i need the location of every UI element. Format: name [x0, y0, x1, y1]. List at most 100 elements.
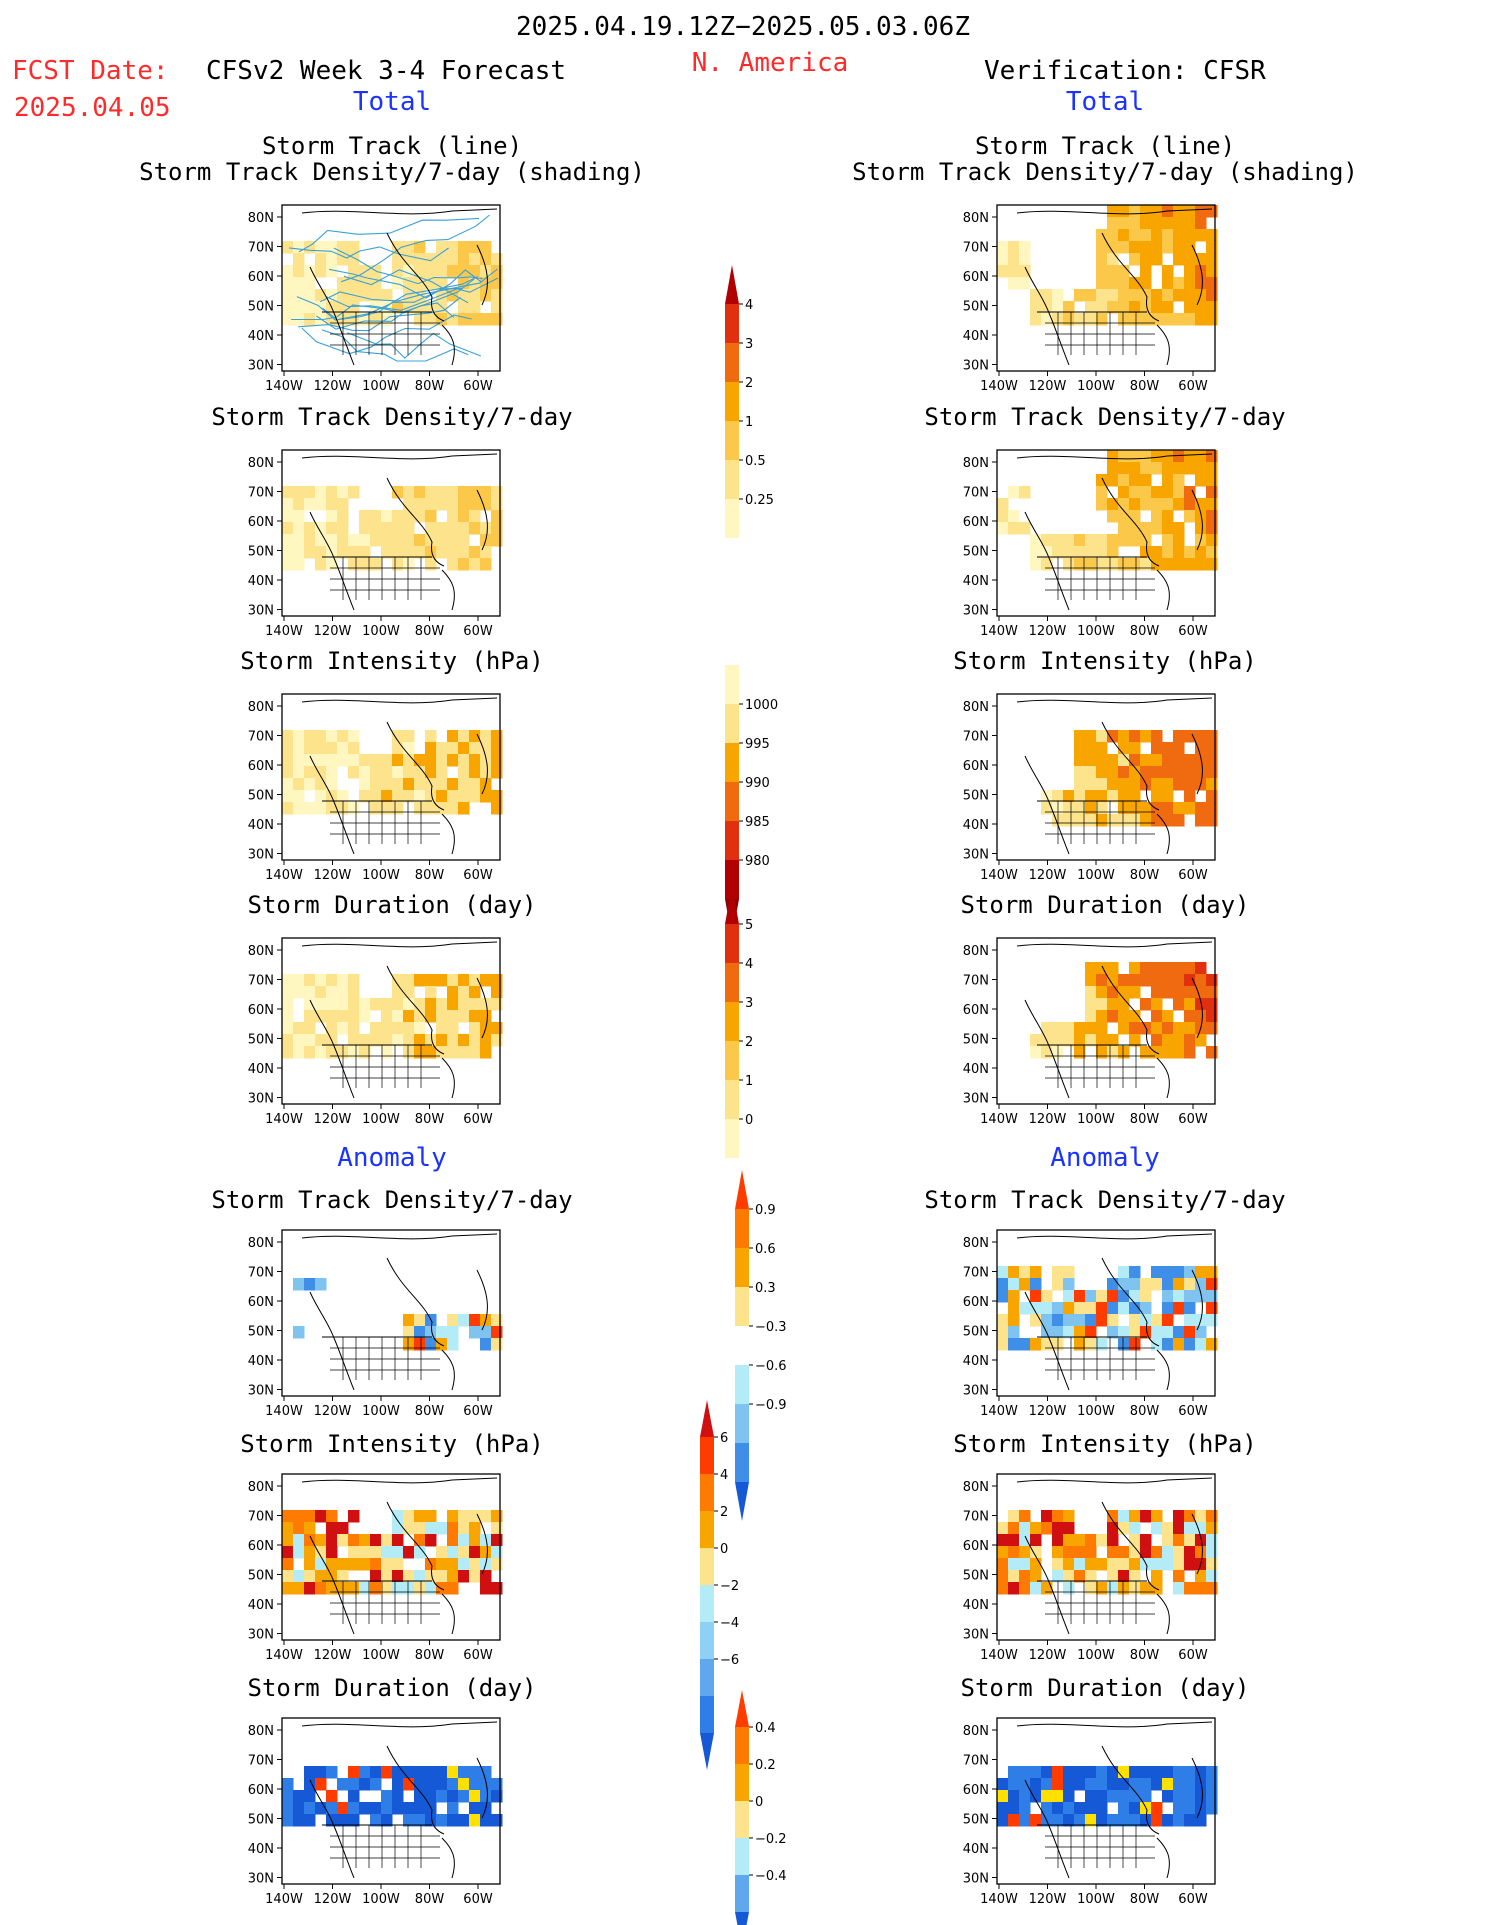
shading-cell [1030, 546, 1042, 559]
shading-cell [326, 1766, 338, 1779]
shading-cell [491, 1314, 503, 1327]
shading-cell [304, 1778, 316, 1791]
shading-cell [370, 1582, 382, 1595]
shading-cell [414, 265, 426, 278]
shading-cell [337, 1802, 349, 1815]
shading-cell [392, 1522, 404, 1535]
shading-cell [1206, 1278, 1218, 1291]
shading-cell [337, 1022, 349, 1035]
shading-cell [436, 1558, 448, 1571]
storm-track-line [322, 287, 462, 321]
shading-cell [348, 754, 360, 767]
shading-cell [1195, 974, 1207, 987]
shading-cell [392, 277, 404, 290]
shading-cell [1173, 802, 1185, 815]
greenland-coast [1191, 489, 1203, 551]
lon-label: 60W [1178, 1648, 1208, 1663]
shading-cell [1129, 730, 1141, 743]
shading-cell [326, 313, 338, 326]
lon-label: 120W [314, 868, 352, 883]
shading-cell [1129, 1510, 1141, 1523]
shading-cell [282, 986, 294, 999]
shading-cell [436, 1522, 448, 1535]
shading-cell [1173, 974, 1185, 987]
shading-cell [997, 1570, 1009, 1583]
shading-cell [370, 1570, 382, 1583]
shading-cell [1085, 986, 1097, 999]
shading-cell [392, 1010, 404, 1023]
lon-label: 140W [265, 379, 303, 394]
shading-cell [1074, 1778, 1086, 1791]
shading-cell [1151, 1326, 1163, 1339]
shading-cell [425, 510, 437, 523]
colorbar-label: 5 [745, 918, 753, 933]
shading-cell [282, 289, 294, 302]
shading-cell [304, 1046, 316, 1059]
shading-cell [1107, 790, 1119, 803]
shading-cell [1107, 1522, 1119, 1535]
state-borders [1045, 557, 1155, 600]
shading-cell [425, 301, 437, 314]
shading-cell [304, 486, 316, 499]
coastline [1016, 1233, 1213, 1391]
shading-cell [1096, 265, 1108, 278]
shading-cell [392, 778, 404, 791]
shading-cell [293, 546, 305, 559]
shading-cell [1008, 265, 1020, 278]
shading-cell [1085, 546, 1097, 559]
shading-cell [480, 1790, 492, 1803]
arctic-coast [301, 453, 498, 460]
coastline [1016, 1721, 1213, 1879]
shading-cell [1173, 998, 1185, 1011]
shading-cell [337, 1778, 349, 1791]
shading-cell [1096, 1314, 1108, 1327]
shading-cell [1041, 1290, 1053, 1303]
shading-cell [1129, 754, 1141, 767]
shading-cell [1008, 253, 1020, 266]
lat-label: 80N [963, 700, 989, 715]
colorbar-label: 0.6 [755, 1242, 776, 1257]
atlantic-coast [441, 324, 455, 366]
shading-cell [1074, 1558, 1086, 1571]
shading-cell [1162, 778, 1174, 791]
map-frame [281, 1473, 501, 1641]
shading-cell [293, 742, 305, 755]
shading-cell [348, 313, 360, 326]
shading-cell [469, 766, 481, 779]
shading-cell [447, 1534, 459, 1547]
fcst-date-value: 2025.04.05 [14, 93, 171, 123]
lat-label: 30N [248, 359, 274, 374]
shading-cell [1195, 1278, 1207, 1291]
shading-cell [1041, 802, 1053, 815]
lon-label: 140W [980, 624, 1018, 639]
shading-cell [1085, 1326, 1097, 1339]
shading-cell [414, 766, 426, 779]
shading-cell [1063, 1278, 1075, 1291]
shading-cell [1008, 1558, 1020, 1571]
shading-cell [1206, 241, 1218, 254]
colorbar-arrow [735, 1912, 749, 1925]
shading-cell [1195, 1570, 1207, 1583]
shading-cell [1129, 814, 1141, 827]
shading-cell [480, 766, 492, 779]
shading-cell [1173, 778, 1185, 791]
shading-cell [381, 998, 393, 1011]
shading-cell [1096, 241, 1108, 254]
shading-cell [1085, 1766, 1097, 1779]
shading-cell [1206, 450, 1218, 463]
shading-cell [414, 313, 426, 326]
shading-cell [469, 1802, 481, 1815]
shading-cell [1173, 962, 1185, 975]
shading-cell [326, 742, 338, 755]
shading-cell [326, 1790, 338, 1803]
shading-cell [1206, 1802, 1218, 1815]
shading-cell [458, 1510, 470, 1523]
shading-cell [997, 1278, 1009, 1291]
shading-cell [1184, 1010, 1196, 1023]
shading-cell [381, 1802, 393, 1815]
shading-cell [480, 277, 492, 290]
shading-cell [425, 730, 437, 743]
shading-cell [1074, 730, 1086, 743]
shading-cell [315, 558, 327, 571]
